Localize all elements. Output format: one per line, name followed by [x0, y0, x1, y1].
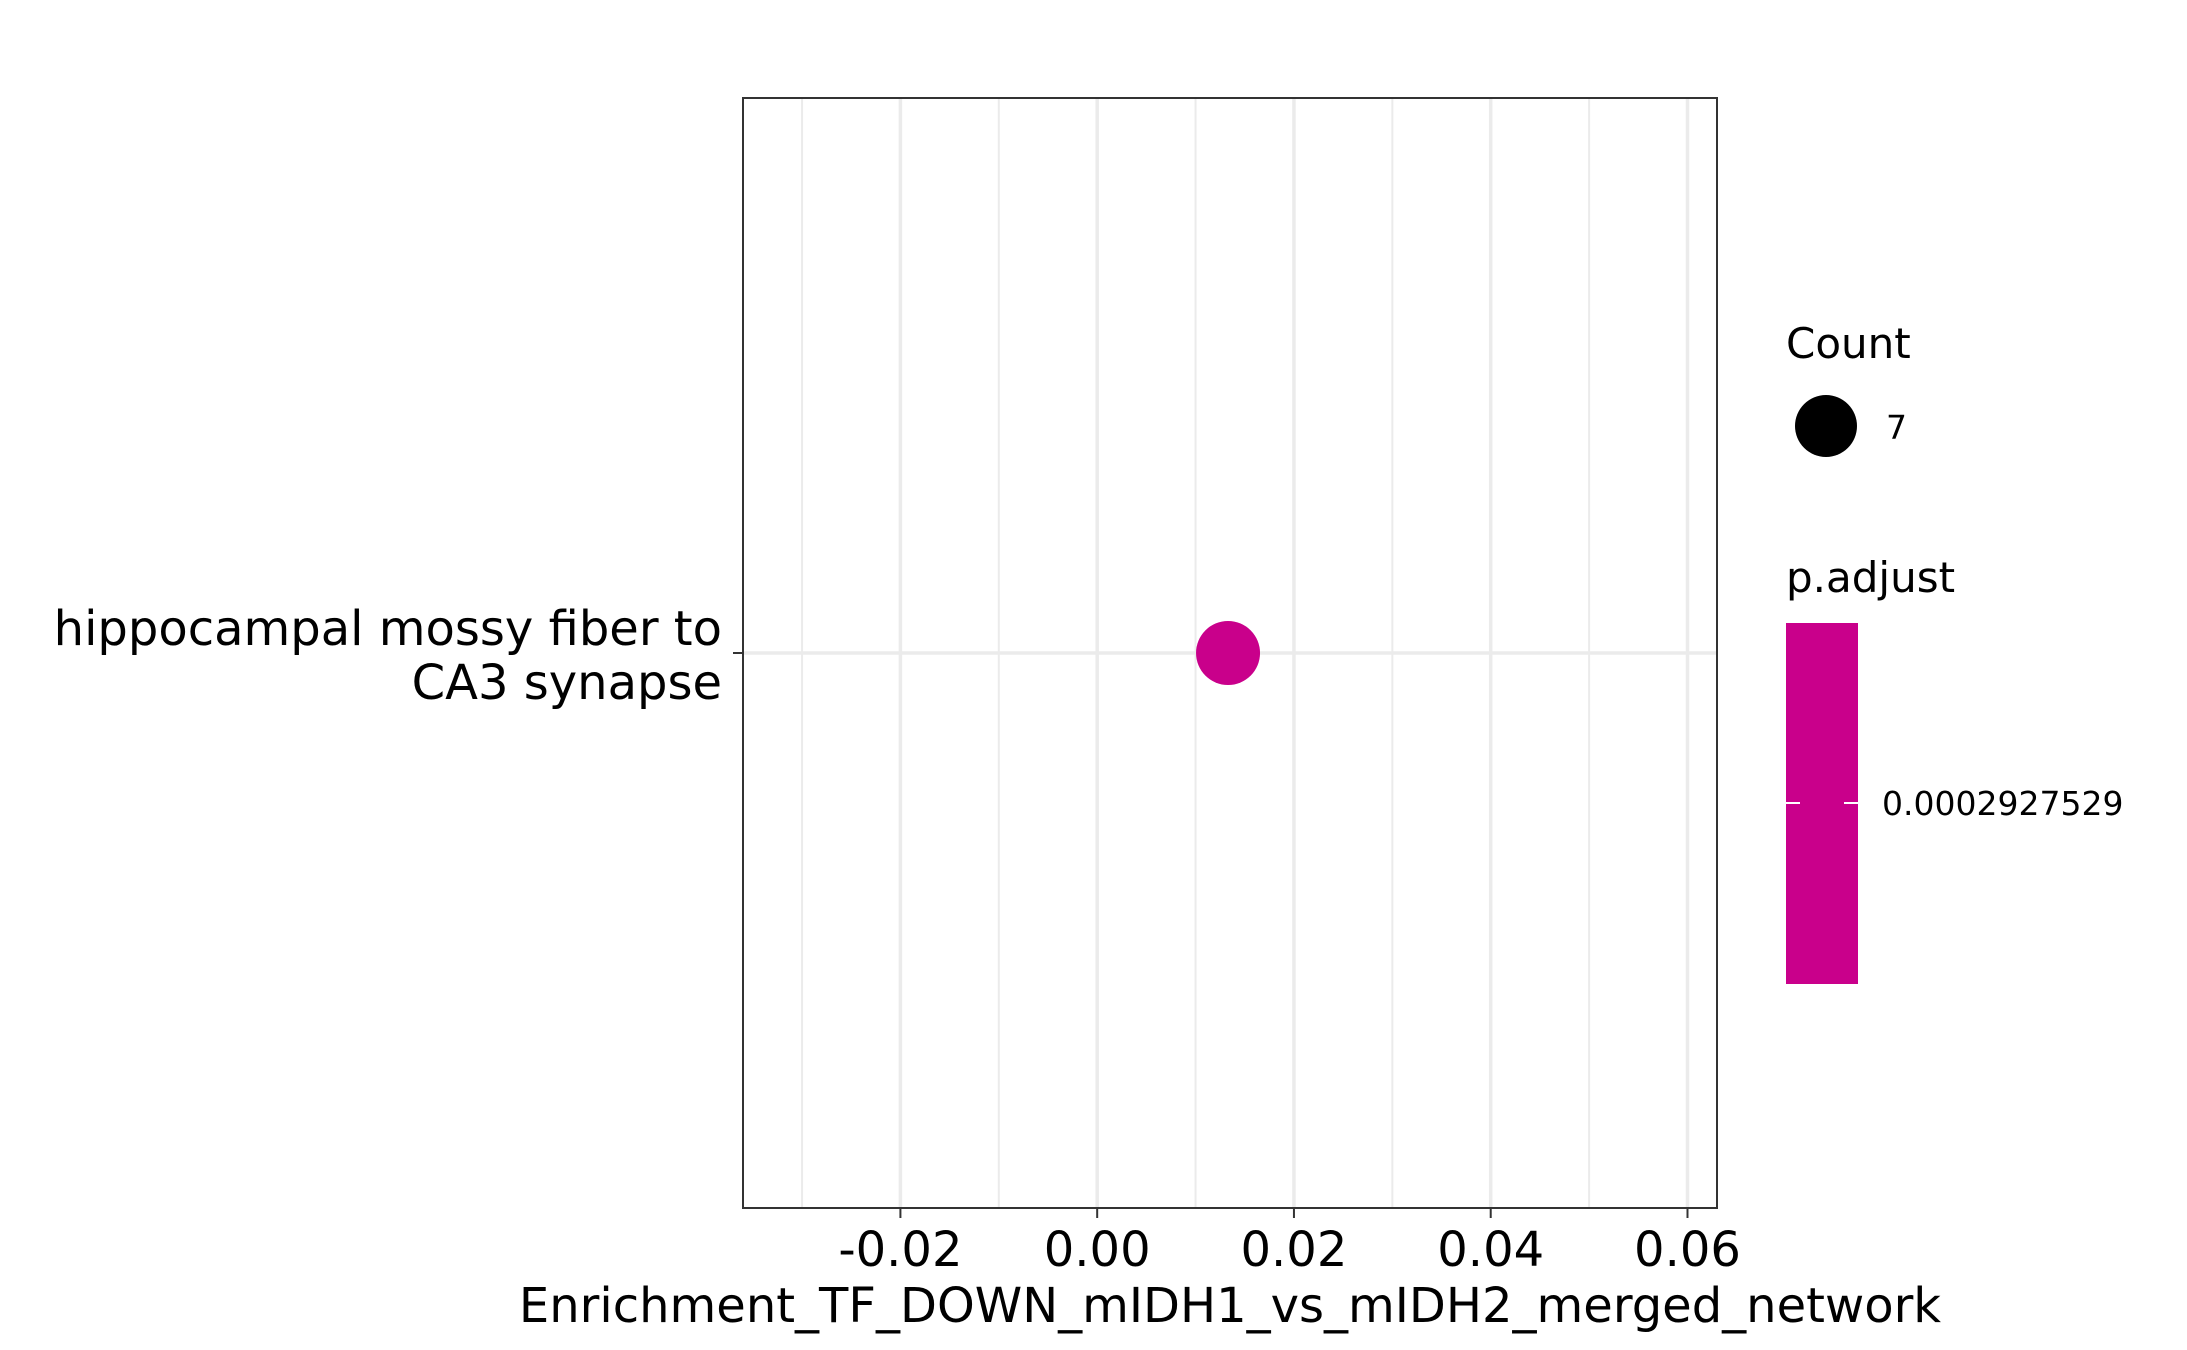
y-tick-label-line: CA3 synapse	[412, 655, 722, 711]
y-axis: hippocampal mossy fiber to CA3 synapse	[54, 601, 743, 711]
x-tick-label: 0.00	[1044, 1222, 1151, 1278]
y-tick-label: hippocampal mossy fiber to CA3 synapse	[54, 601, 722, 711]
x-tick-label: 0.02	[1241, 1222, 1348, 1278]
size-legend-title: Count	[1786, 319, 1911, 368]
x-axis: -0.02 0.00 0.02 0.04 0.06	[838, 1208, 1741, 1278]
x-tick-label: 0.04	[1437, 1222, 1544, 1278]
size-legend-symbol	[1795, 395, 1857, 457]
y-tick-label-line: hippocampal mossy fiber to	[54, 601, 722, 657]
color-legend-label: 0.0002927529	[1882, 784, 2123, 823]
size-legend: Count 7	[1786, 319, 1911, 457]
color-legend-title: p.adjust	[1786, 553, 1955, 602]
data-points	[1196, 621, 1261, 685]
x-axis-title: Enrichment_TF_DOWN_mIDH1_vs_mIDH2_merged…	[519, 1278, 1941, 1334]
x-tick-label: -0.02	[838, 1222, 962, 1278]
size-legend-label: 7	[1886, 408, 1907, 447]
x-tick-label: 0.06	[1634, 1222, 1741, 1278]
data-point	[1196, 621, 1261, 685]
color-legend: p.adjust 0.0002927529	[1786, 553, 2123, 984]
